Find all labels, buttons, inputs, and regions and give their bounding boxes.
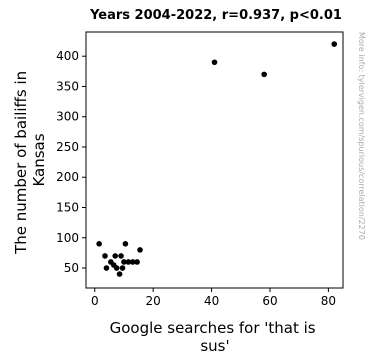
plot-area — [85, 31, 344, 289]
y-tick-label: 350 — [56, 79, 79, 93]
y-tick-label: 300 — [56, 110, 79, 124]
data-point — [103, 265, 110, 271]
data-point — [102, 253, 108, 259]
y-tick-label: 150 — [56, 201, 79, 215]
data-point — [331, 41, 338, 47]
data-point — [112, 253, 119, 259]
data-point — [122, 241, 129, 247]
chart-title: Years 2004-2022, r=0.937, p<0.01 — [89, 8, 342, 23]
data-point — [116, 271, 123, 277]
data-point — [96, 241, 102, 247]
data-point — [119, 265, 126, 271]
y-axis: 50 100 150 200 250 300 350 400 — [56, 49, 86, 275]
y-axis-label-line-2: Kansas — [30, 133, 48, 186]
x-axis-label: Google searches for 'that is sus' — [110, 319, 321, 355]
y-tick-label: 400 — [56, 49, 79, 63]
y-tick-label: 200 — [56, 170, 79, 184]
x-axis: 0 20 40 60 80 — [91, 288, 336, 308]
x-tick-label: 20 — [146, 294, 161, 308]
data-point — [121, 259, 127, 265]
y-tick-label: 100 — [56, 231, 79, 245]
x-tick-label: 0 — [91, 294, 99, 308]
x-axis-label-line-2: sus' — [200, 337, 229, 355]
data-point — [113, 265, 120, 271]
x-axis-label-line-1: Google searches for 'that is — [110, 319, 316, 337]
y-axis-label: The number of bailiffs in Kansas — [12, 66, 48, 255]
source-note: More info: tylervigen.com/spurious/corre… — [357, 32, 366, 240]
data-point — [125, 259, 132, 265]
data-point — [261, 71, 267, 78]
x-tick-label: 60 — [262, 294, 277, 308]
data-point — [118, 253, 124, 259]
y-axis-label-line-1: The number of bailiffs in — [12, 71, 30, 255]
data-point — [211, 59, 218, 66]
x-tick-label: 80 — [321, 294, 336, 308]
x-tick-label: 40 — [204, 294, 219, 308]
data-point — [134, 259, 140, 265]
data-point — [137, 247, 143, 253]
data-point — [129, 259, 136, 265]
y-tick-label: 250 — [56, 140, 79, 154]
data-points — [96, 41, 338, 277]
y-tick-label: 50 — [64, 261, 79, 275]
